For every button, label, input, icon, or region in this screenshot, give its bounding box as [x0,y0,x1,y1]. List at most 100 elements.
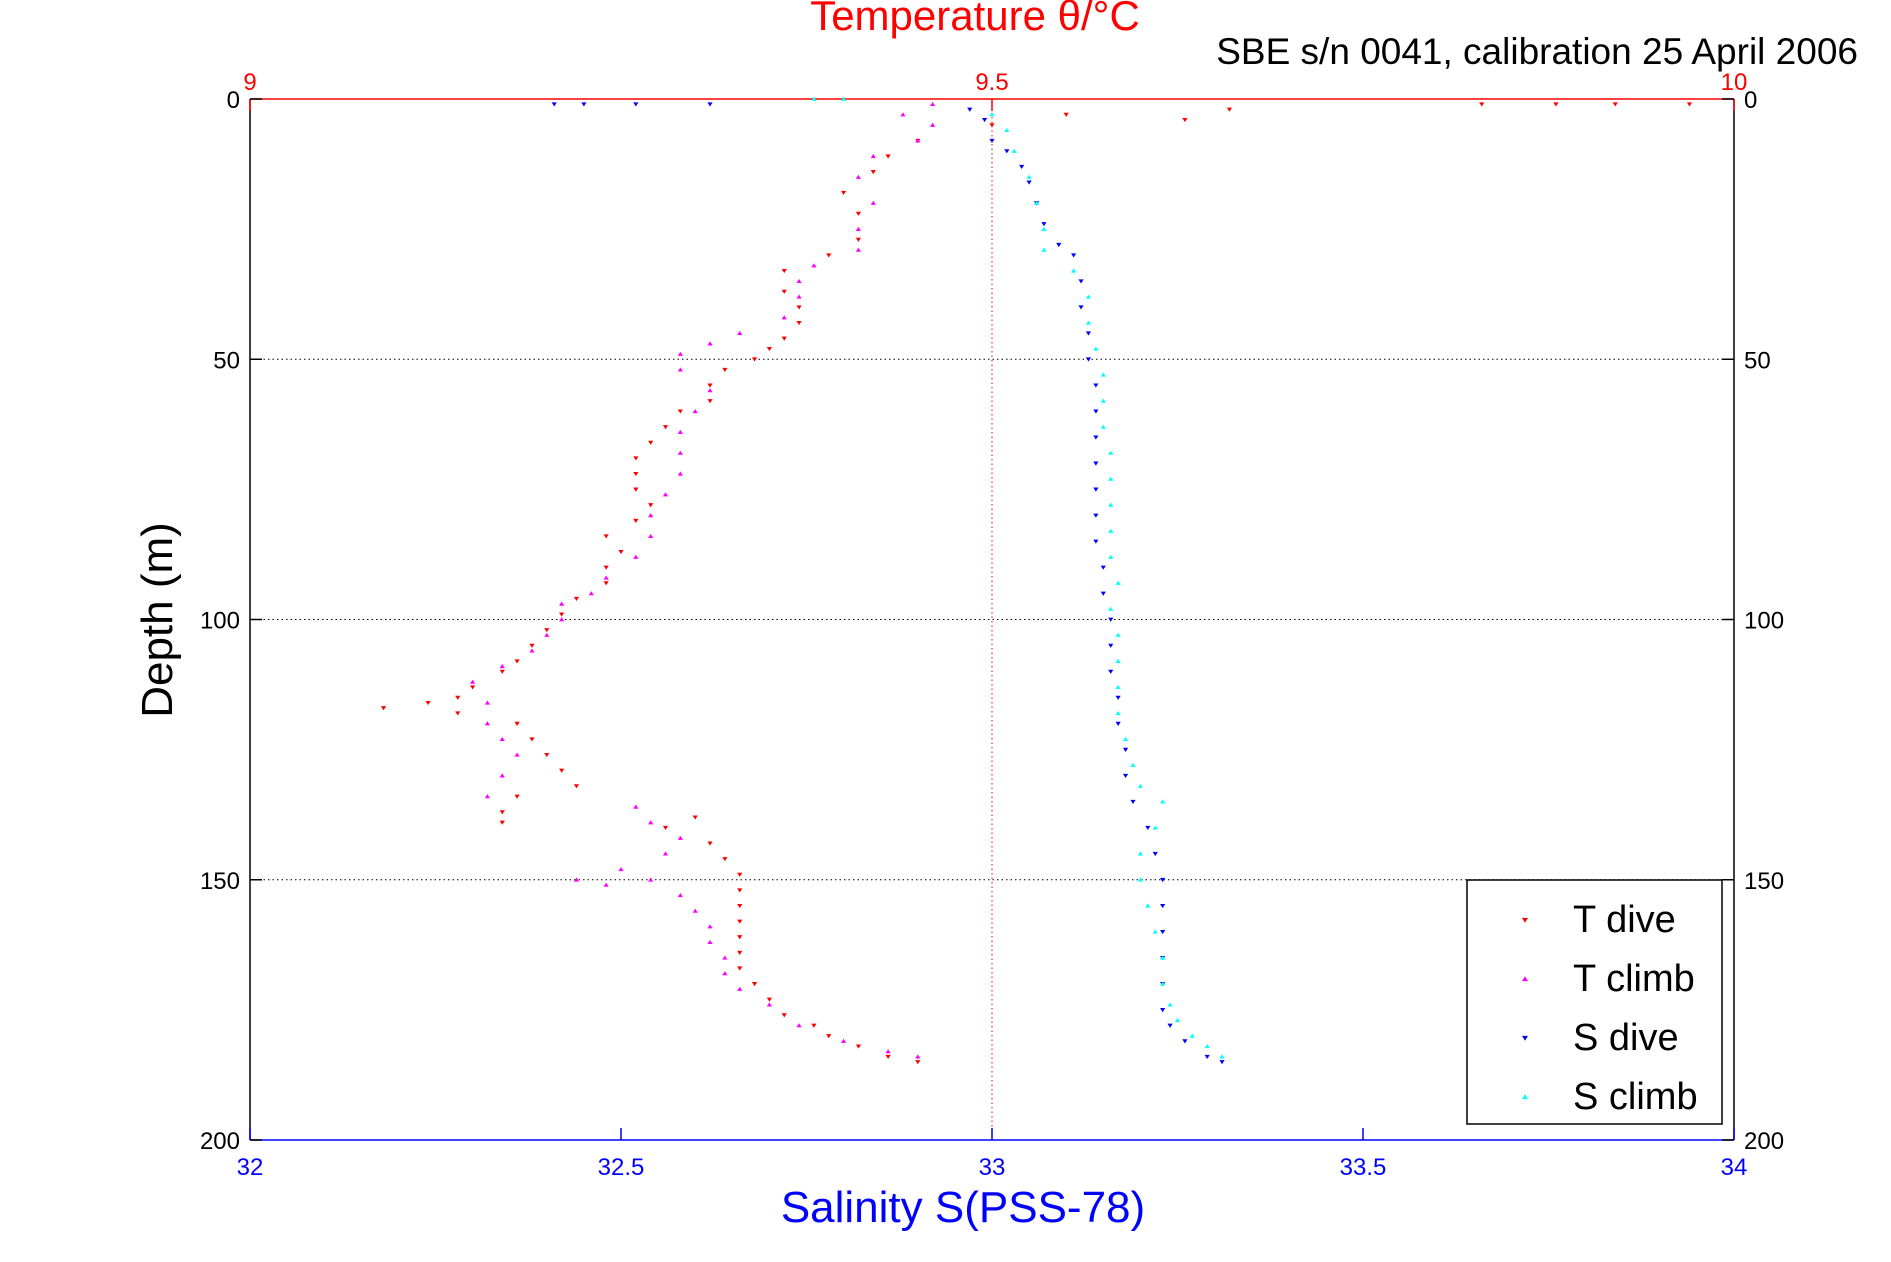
point-series-0-19 [781,336,787,341]
point-series-1-23 [648,513,654,518]
point-series-3-27 [1122,736,1129,742]
point-series-2-35 [1145,825,1151,831]
point-series-1-44 [618,867,624,872]
point-series-1-14 [707,341,713,346]
point-series-1-27 [588,591,594,596]
point-series-3-3 [1004,127,1010,133]
point-series-0-3 [1479,102,1485,107]
point-series-1-34 [484,700,491,705]
point-series-0-33 [603,534,609,539]
legend-marker-0 [1522,917,1528,923]
point-series-2-23 [1093,513,1099,518]
point-series-0-63 [737,919,743,924]
point-series-0-11 [841,190,847,196]
point-series-0-35 [603,565,609,570]
point-series-3-16 [1108,450,1114,455]
chart-subtitle: SBE s/n 0041, calibration 25 April 2006 [1216,31,1858,72]
legend-marker-1 [1522,976,1528,982]
point-series-0-30 [633,487,639,492]
point-series-0-53 [514,794,520,799]
point-series-1-48 [677,893,683,898]
chart-title: Temperature θ/°C [810,0,1140,39]
point-series-0-71 [826,1034,832,1039]
point-series-1-52 [722,955,728,960]
point-series-3-13 [1100,372,1106,377]
data-points [380,96,1693,1065]
point-series-3-37 [1160,981,1166,986]
point-series-0-32 [633,518,639,523]
point-series-1-35 [484,721,491,726]
point-series-3-17 [1108,476,1114,481]
y-axis-label: Depth (m) [133,522,182,718]
point-series-1-51 [707,939,713,945]
series-3 [811,96,1225,1059]
temperature-tick-label-9.5: 9.5 [975,69,1008,96]
point-series-3-0 [811,96,817,101]
point-series-1-50 [707,924,713,929]
point-series-2-14 [1078,279,1084,284]
point-series-3-34 [1145,903,1151,908]
point-series-1-2 [930,122,936,127]
point-series-2-37 [1160,877,1166,883]
point-series-0-58 [707,841,713,846]
point-series-1-0 [930,101,936,107]
point-series-0-70 [811,1023,817,1028]
point-series-0-1 [1612,102,1618,107]
point-series-2-1 [581,102,587,107]
point-series-0-64 [737,935,743,940]
point-series-3-22 [1108,606,1114,611]
point-series-3-2 [989,112,995,117]
point-series-1-13 [737,330,743,336]
point-series-2-0 [551,102,557,107]
point-series-1-47 [648,877,654,882]
point-series-0-4 [1226,107,1233,112]
point-series-0-73 [885,1054,891,1060]
depth-tick-label-right-200: 200 [1744,1128,1784,1155]
depth-tick-label-right-100: 100 [1744,608,1784,635]
point-series-0-41 [514,659,520,664]
point-series-1-49 [692,908,698,913]
point-series-2-21 [1093,461,1099,466]
point-series-2-36 [1152,851,1158,857]
point-series-3-40 [1189,1033,1195,1038]
point-series-0-16 [781,289,787,294]
point-series-2-18 [1093,383,1099,388]
point-series-1-39 [484,794,491,799]
series-0 [380,102,1693,1065]
point-series-2-15 [1078,305,1084,310]
point-series-2-16 [1085,331,1092,336]
point-series-0-31 [648,503,654,508]
point-series-0-57 [662,825,669,831]
point-series-2-6 [989,138,995,143]
point-series-3-42 [1219,1054,1225,1059]
point-series-2-22 [1093,487,1099,492]
point-series-3-9 [1071,268,1077,273]
point-series-2-32 [1122,747,1129,752]
point-series-0-52 [573,784,580,789]
point-series-0-45 [425,700,431,706]
point-series-1-57 [841,1038,847,1043]
point-series-2-7 [1004,149,1010,154]
legend-label-t-dive: T dive [1573,899,1676,941]
point-series-1-1 [900,112,906,117]
point-series-2-24 [1093,539,1099,544]
point-series-0-46 [380,706,387,711]
point-series-3-19 [1108,528,1114,533]
series-2 [551,102,1225,1065]
point-series-1-21 [677,471,683,476]
temperature-tick-label-9: 9 [243,69,256,96]
point-series-1-58 [885,1049,891,1054]
point-series-0-37 [573,596,580,602]
point-series-0-14 [826,253,832,258]
point-series-3-10 [1085,294,1092,299]
point-series-2-46 [1219,1060,1225,1065]
point-series-0-50 [544,753,550,758]
point-series-0-38 [559,612,565,617]
point-series-0-56 [692,815,698,820]
point-series-3-36 [1160,955,1166,960]
point-series-0-66 [737,966,743,971]
point-series-1-19 [677,429,683,434]
legend-label-t-climb: T climb [1573,958,1695,1000]
axes-frame [249,98,1735,1141]
